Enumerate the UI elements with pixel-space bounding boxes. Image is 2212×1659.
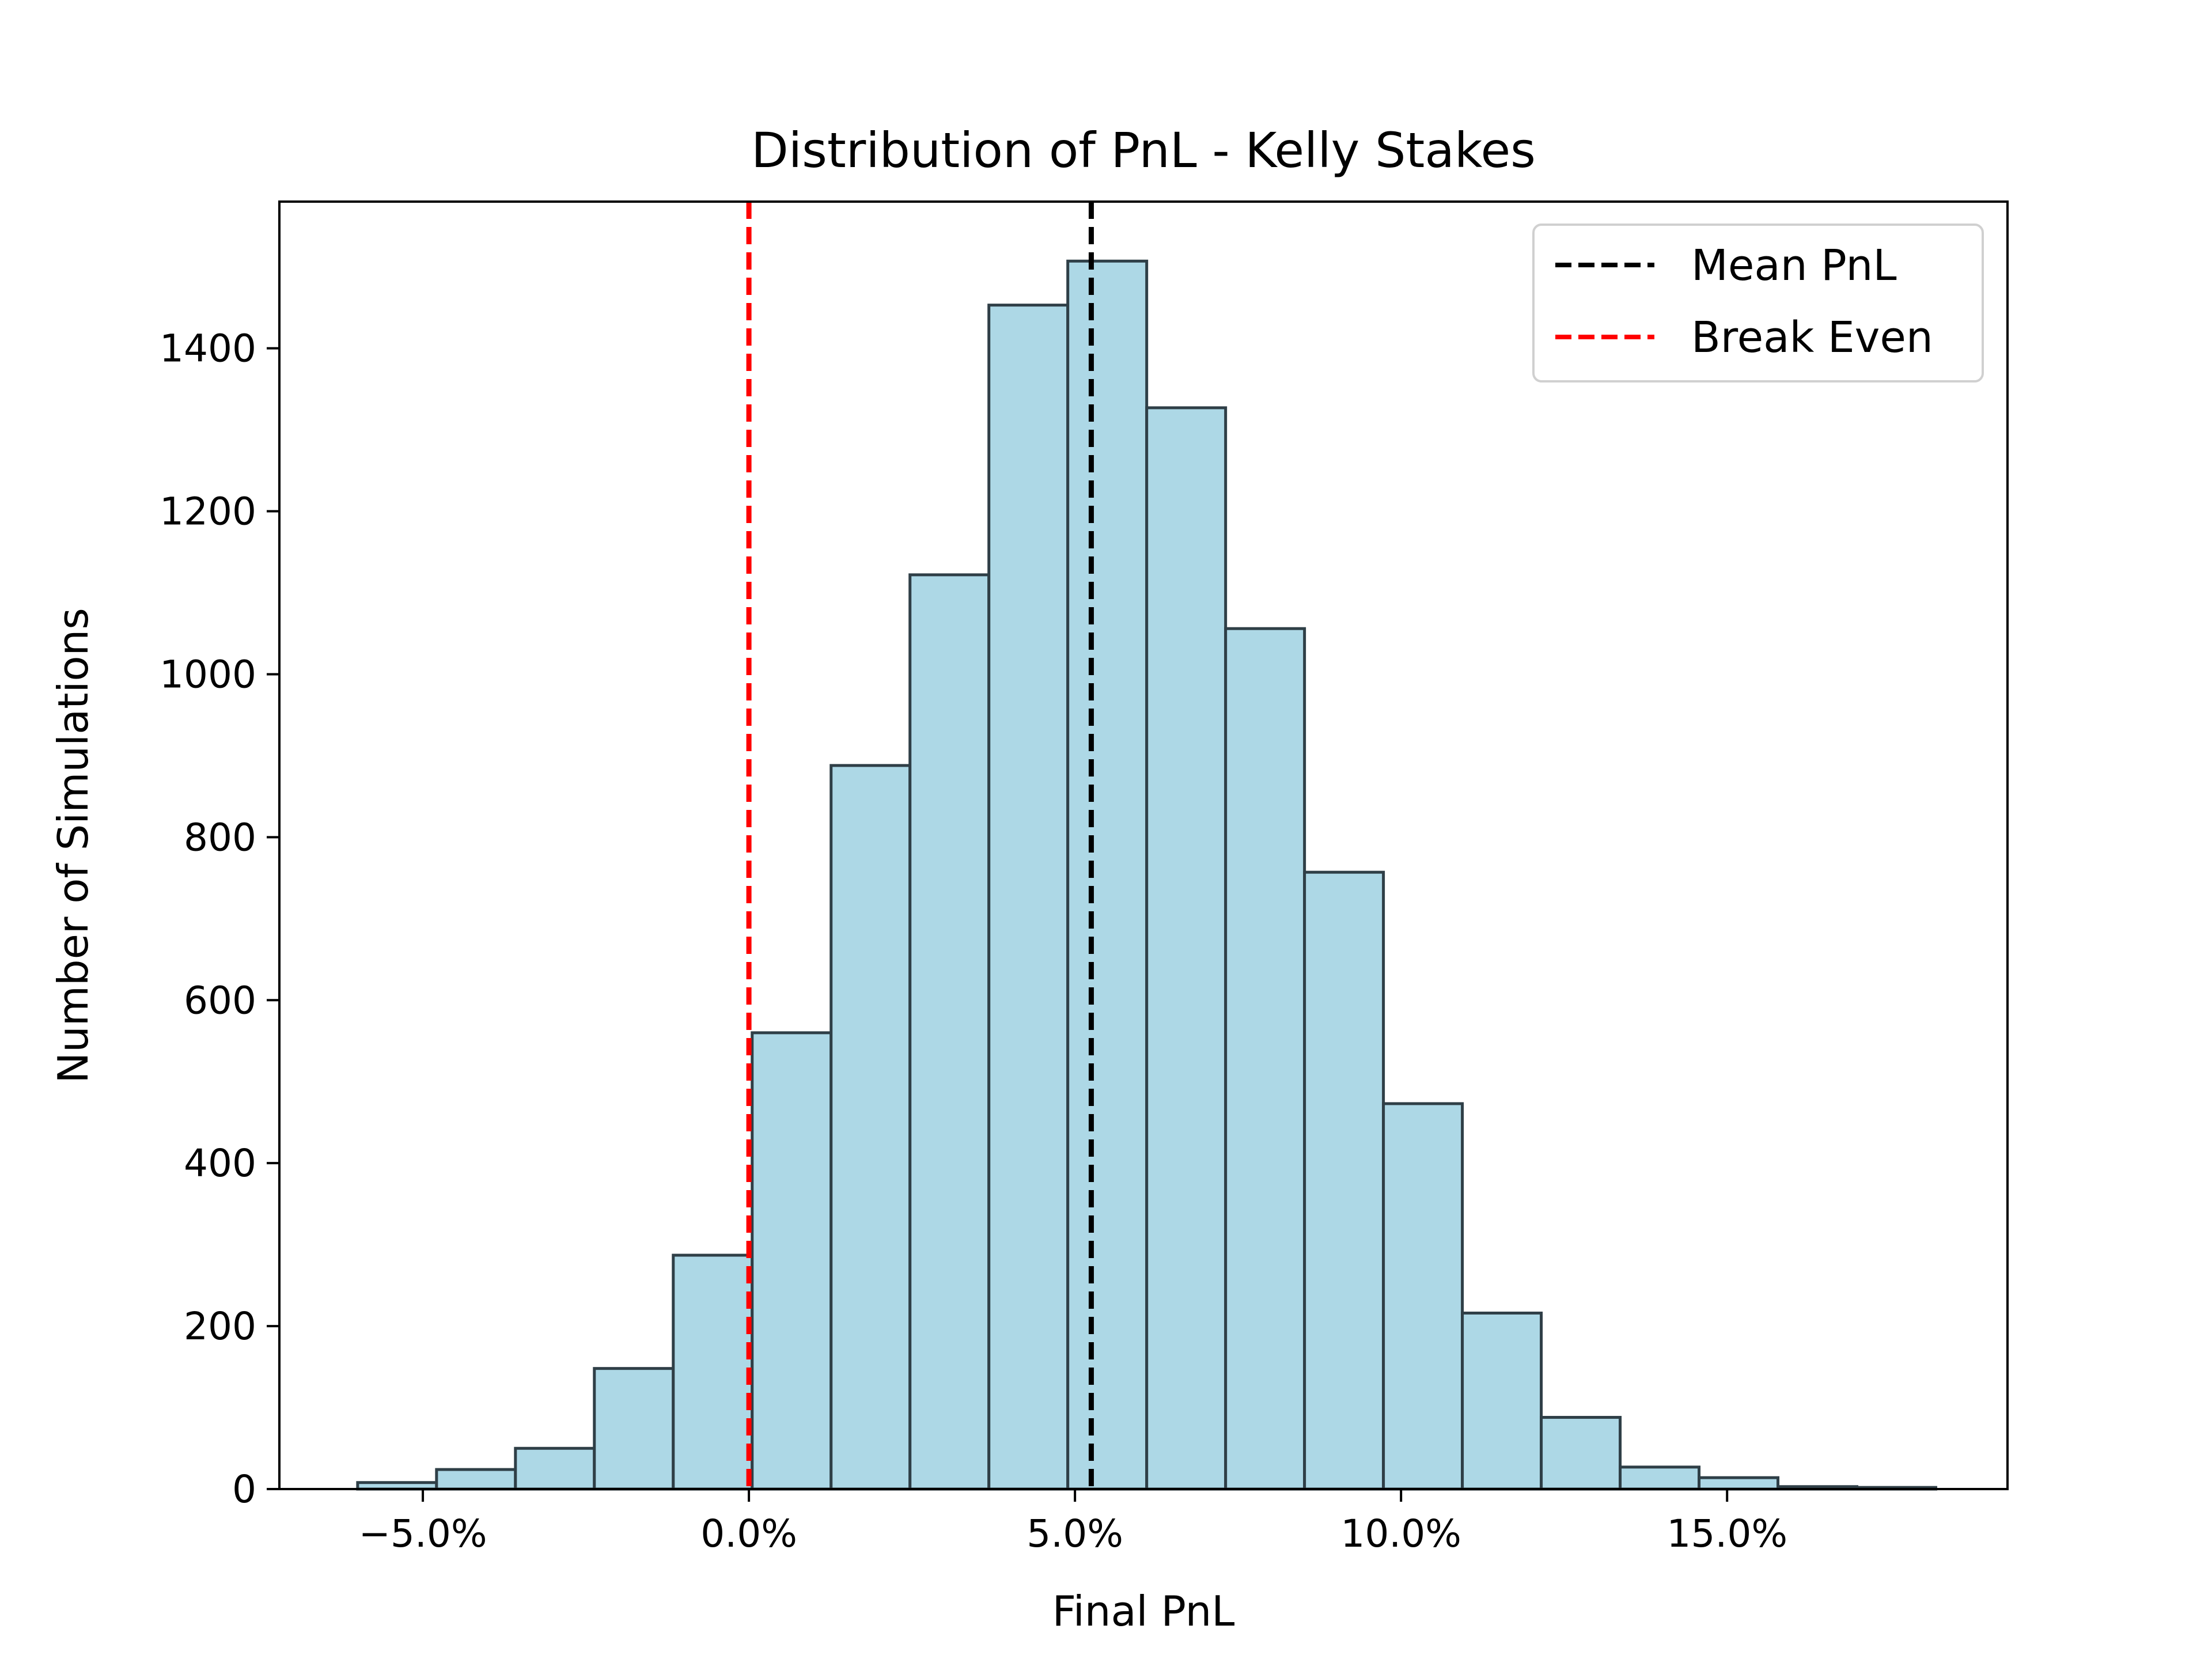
histogram-bar [987, 304, 1070, 1491]
legend-mean-pnl-label: Mean PnL [1691, 241, 1897, 290]
x-axis-ticks: −5.0% 0.0% 5.0% 10.0% 15.0% [359, 1489, 1787, 1556]
y-tick-label: 1400 [160, 327, 256, 371]
legend: Mean PnL Break Even [1532, 224, 1984, 382]
y-axis-label: Number of Simulations [49, 608, 97, 1083]
x-tick-label: 0.0% [700, 1512, 797, 1556]
histogram-bar [1619, 1465, 1701, 1491]
x-tick-label: 15.0% [1666, 1512, 1787, 1556]
histogram-bars [356, 259, 1937, 1491]
histogram-bar [435, 1468, 517, 1491]
histogram-bar [1461, 1311, 1543, 1491]
histogram-bar [1698, 1476, 1780, 1491]
histogram-bar [672, 1253, 754, 1491]
histogram-bar [593, 1367, 675, 1491]
histogram-bar [751, 1031, 833, 1491]
histogram-bar [1224, 627, 1306, 1491]
y-tick-label: 1000 [160, 652, 256, 696]
histogram-bar [830, 764, 912, 1491]
y-tick-label: 1200 [160, 490, 256, 534]
y-tick-label: 600 [184, 978, 256, 1022]
legend-break-even-label: Break Even [1691, 313, 1933, 362]
x-tick-label: −5.0% [359, 1512, 487, 1556]
chart-title: Distribution of PnL - Kelly Stakes [751, 122, 1536, 179]
plot-area-frame [278, 200, 2009, 1490]
histogram-bar [1066, 259, 1149, 1491]
histogram-bar [514, 1446, 596, 1491]
x-tick-label: 5.0% [1027, 1512, 1123, 1556]
histogram-bar [1382, 1102, 1464, 1491]
x-axis-label: Final PnL [1052, 1587, 1235, 1635]
histogram-bar [908, 573, 991, 1491]
histogram-bar [1145, 406, 1228, 1491]
y-tick-label: 800 [184, 815, 256, 859]
y-tick-label: 400 [184, 1141, 256, 1185]
y-tick-label: 200 [184, 1304, 256, 1349]
reference-lines [746, 202, 1094, 1489]
legend-box [1532, 224, 1984, 382]
histogram-bar [1540, 1416, 1622, 1491]
y-tick-label: 0 [232, 1467, 256, 1512]
x-tick-label: 10.0% [1340, 1512, 1461, 1556]
histogram-bar [1303, 870, 1385, 1491]
y-axis-ticks: 0 200 400 600 800 1000 1200 1400 [160, 327, 279, 1512]
